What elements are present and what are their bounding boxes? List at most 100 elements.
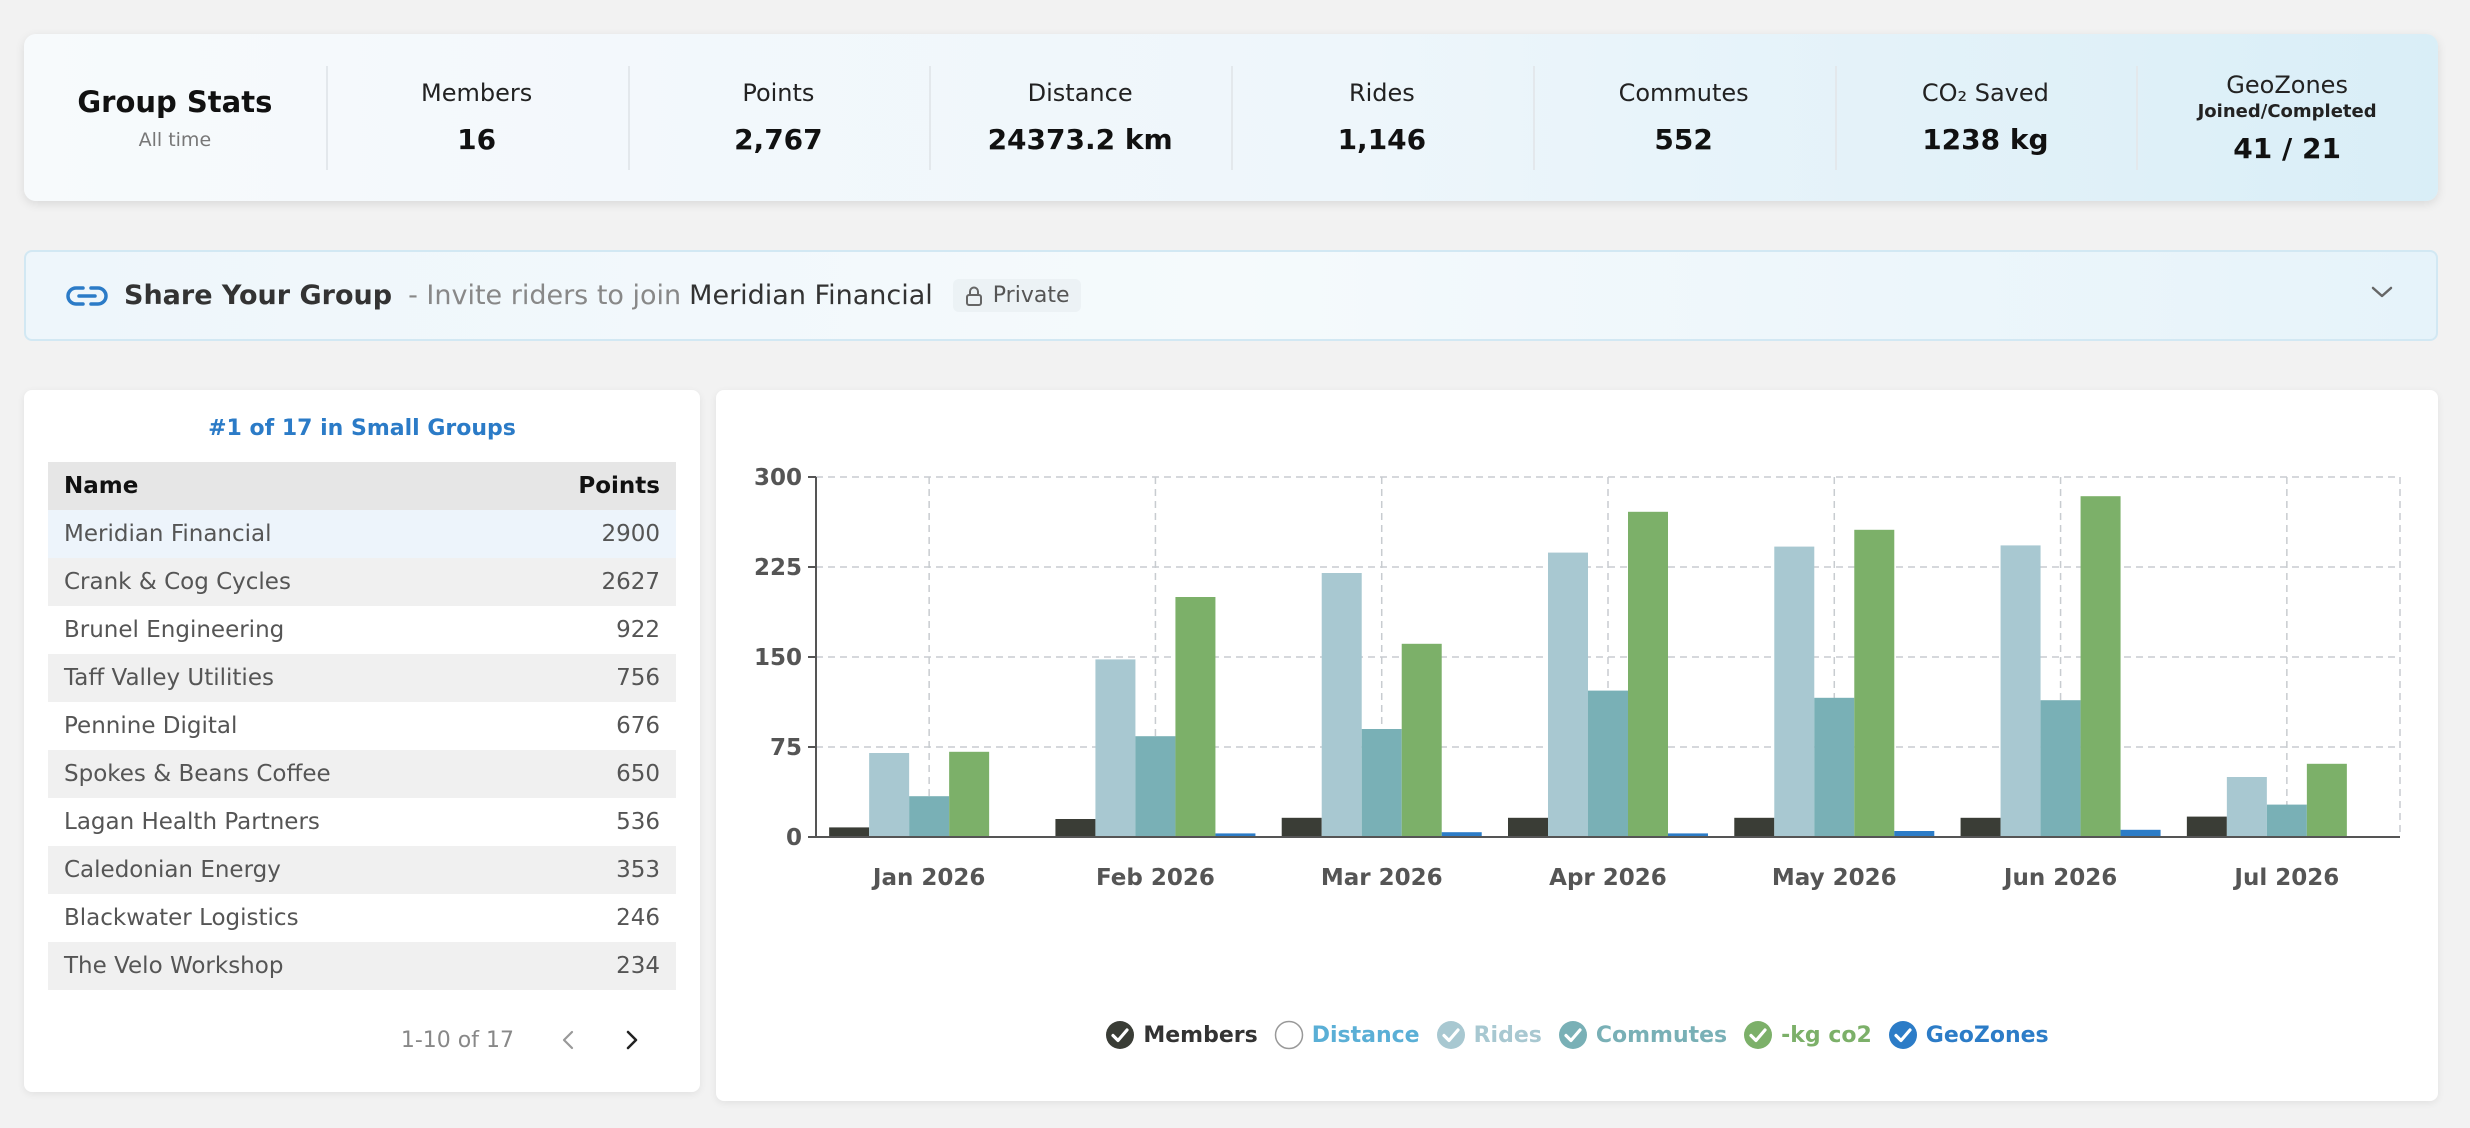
row-points: 2900 bbox=[514, 510, 676, 558]
next-page-button[interactable] bbox=[614, 1022, 650, 1058]
stat-label: Rides bbox=[1348, 79, 1415, 107]
group-stats-period: All time bbox=[138, 128, 212, 151]
legend-item-members[interactable]: Members bbox=[1105, 1020, 1258, 1050]
prev-page-button[interactable] bbox=[550, 1022, 586, 1058]
stat-distance: Distance 24373.2 km bbox=[929, 65, 1231, 170]
bar-rides bbox=[1774, 546, 1815, 837]
bar-kg-co2 bbox=[1175, 597, 1216, 837]
leaderboard-table: Name Points Meridian Financial 2900 Cran… bbox=[48, 462, 676, 990]
chevron-down-icon[interactable] bbox=[2370, 284, 2394, 300]
legend-item-kg-co2[interactable]: -kg co2 bbox=[1743, 1020, 1872, 1050]
stat-label: CO₂ Saved bbox=[1921, 79, 2049, 107]
monthly-activity-chart-card: 0 75 150 225 300 Jan 2026 Feb 2026 Mar 2026 Apr … bbox=[716, 390, 2438, 1101]
legend-label: Rides bbox=[1473, 1022, 1542, 1048]
bar-chart: 0 75 150 225 300 Jan 2026 Feb 2026 Mar 2026 Apr … bbox=[754, 465, 2401, 891]
table-row[interactable]: Spokes & Beans Coffee 650 bbox=[48, 750, 676, 798]
bar-commutes bbox=[1588, 690, 1628, 837]
legend-item-geozones[interactable]: GeoZones bbox=[1888, 1020, 2049, 1050]
share-prefix: - Invite riders to join bbox=[408, 280, 682, 311]
share-group-name: Meridian Financial bbox=[689, 280, 933, 311]
bar-geozones bbox=[1215, 833, 1256, 837]
stat-value: 552 bbox=[1654, 123, 1713, 156]
legend-item-rides[interactable]: Rides bbox=[1436, 1020, 1542, 1050]
leaderboard-card: #1 of 17 in Small Groups Name Points Mer… bbox=[24, 390, 700, 1092]
y-tick-label: 300 bbox=[754, 465, 802, 491]
stat-rides: Rides 1,146 bbox=[1231, 65, 1533, 170]
group-stats-title: Group Stats bbox=[77, 84, 273, 119]
x-tick-label: Jan 2026 bbox=[871, 865, 985, 891]
table-row[interactable]: The Velo Workshop 234 bbox=[48, 942, 676, 990]
bar-kg-co2 bbox=[1401, 643, 1442, 837]
pagination: 1-10 of 17 bbox=[401, 1022, 650, 1058]
stat-label: Distance bbox=[1027, 79, 1133, 107]
row-name: Meridian Financial bbox=[48, 510, 515, 558]
bar-members bbox=[1281, 817, 1322, 837]
stat-commutes: Commutes 552 bbox=[1532, 65, 1835, 170]
table-row[interactable]: Blackwater Logistics 246 bbox=[48, 894, 676, 942]
bar-kg-co2 bbox=[1854, 529, 1895, 837]
stat-geozones: GeoZones Joined/Completed 41 / 21 bbox=[2136, 65, 2438, 170]
y-tick-label: 150 bbox=[754, 645, 802, 671]
table-row[interactable]: Meridian Financial 2900 bbox=[48, 510, 676, 558]
table-row[interactable]: Brunel Engineering 922 bbox=[48, 606, 676, 654]
row-name: Pennine Digital bbox=[64, 713, 238, 739]
x-tick-label: Apr 2026 bbox=[1549, 865, 1667, 891]
checkbox-checked-icon bbox=[1744, 1021, 1773, 1049]
group-stats-heading: Group Stats All time bbox=[24, 66, 326, 170]
bar-members bbox=[1055, 819, 1096, 837]
legend-item-distance[interactable]: Distance bbox=[1274, 1020, 1420, 1050]
pagination-range: 1-10 of 17 bbox=[400, 1027, 514, 1053]
bar-rides bbox=[2226, 777, 2267, 837]
legend-label: GeoZones bbox=[1925, 1022, 2049, 1048]
column-header-name[interactable]: Name bbox=[48, 462, 515, 510]
stat-label: GeoZones bbox=[2226, 70, 2348, 99]
bar-rides bbox=[1548, 552, 1588, 837]
table-row[interactable]: Caledonian Energy 353 bbox=[48, 846, 676, 894]
legend-label: Distance bbox=[1311, 1022, 1420, 1048]
stat-value: 1,146 bbox=[1337, 123, 1427, 156]
legend-item-commutes[interactable]: Commutes bbox=[1558, 1020, 1727, 1050]
x-tick-label: Mar 2026 bbox=[1321, 865, 1443, 891]
legend-label: Commutes bbox=[1595, 1022, 1728, 1048]
legend-label: -kg co2 bbox=[1781, 1022, 1872, 1048]
row-name: Blackwater Logistics bbox=[64, 905, 299, 931]
row-name: The Velo Workshop bbox=[48, 942, 515, 990]
bar-rides bbox=[2000, 545, 2041, 837]
bar-kg-co2 bbox=[2080, 496, 2121, 837]
table-row[interactable]: Crank & Cog Cycles 2627 bbox=[48, 558, 676, 606]
bar-commutes bbox=[1135, 736, 1176, 837]
table-row[interactable]: Pennine Digital 676 bbox=[48, 702, 676, 750]
row-name: Brunel Engineering bbox=[64, 617, 285, 643]
stat-label: Members bbox=[421, 79, 533, 107]
table-row[interactable]: Taff Valley Utilities 756 bbox=[48, 654, 676, 702]
stat-value: 2,767 bbox=[734, 123, 823, 156]
rank-text: #1 of 17 in Small Groups bbox=[208, 416, 516, 441]
table-header: Name Points bbox=[48, 462, 676, 510]
stat-value: 1238 kg bbox=[1922, 123, 2049, 156]
table-row[interactable]: Lagan Health Partners 536 bbox=[48, 798, 676, 846]
stat-value: 16 bbox=[457, 123, 497, 156]
column-header-points[interactable]: Points bbox=[514, 462, 676, 510]
privacy-badge: Private bbox=[952, 279, 1082, 312]
bar-members bbox=[1960, 817, 2001, 837]
bar-geozones bbox=[2120, 829, 2161, 837]
stat-label: Points bbox=[742, 79, 815, 107]
row-name: Lagan Health Partners bbox=[64, 809, 320, 835]
y-tick-label: 225 bbox=[754, 555, 802, 581]
stat-co2-saved: CO₂ Saved 1238 kg bbox=[1834, 65, 2137, 170]
row-points: 246 bbox=[616, 905, 660, 931]
link-icon bbox=[66, 285, 108, 306]
bar-rides bbox=[869, 753, 910, 837]
bar-members bbox=[2186, 816, 2227, 837]
row-points: 234 bbox=[514, 942, 676, 990]
bar-members bbox=[1508, 817, 1548, 837]
chevron-left-icon bbox=[562, 1030, 574, 1050]
checkbox-checked-icon bbox=[1558, 1021, 1587, 1049]
bar-rides bbox=[1095, 659, 1136, 837]
row-points: 650 bbox=[514, 750, 676, 798]
legend-label: Members bbox=[1143, 1022, 1258, 1048]
x-tick-label: Jun 2026 bbox=[2002, 865, 2117, 891]
x-tick-label: Feb 2026 bbox=[1096, 865, 1215, 891]
stat-members: Members 16 bbox=[325, 65, 628, 170]
share-group-panel[interactable]: Share Your Group - Invite riders to join… bbox=[24, 250, 2438, 341]
